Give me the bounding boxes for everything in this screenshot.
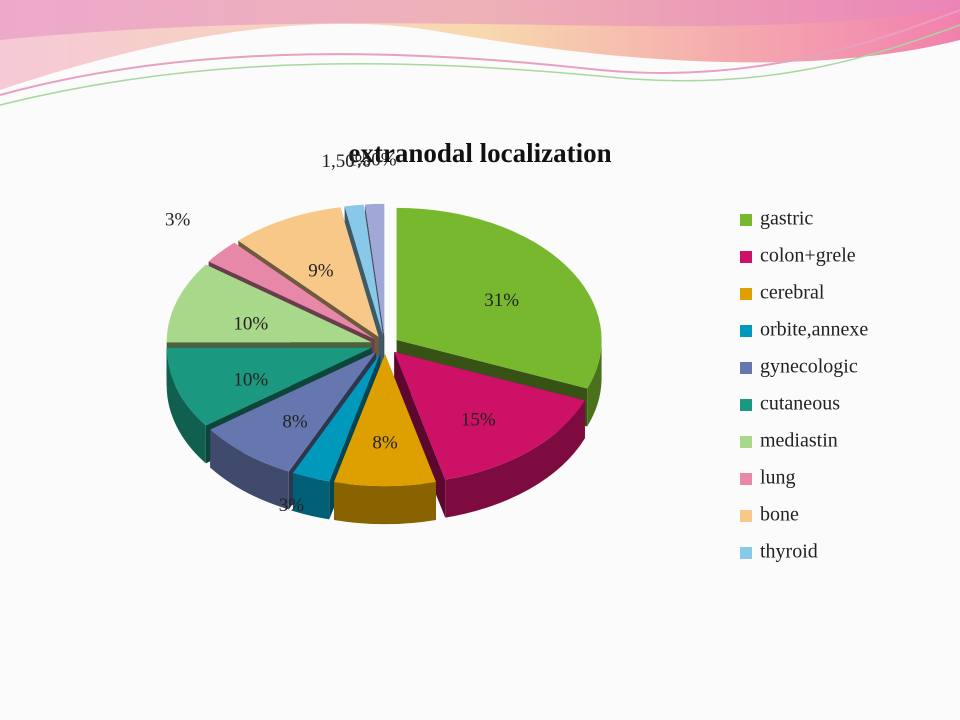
pie-slice: [208, 242, 375, 339]
pie-slice: [344, 204, 384, 336]
pie-slice: [166, 264, 372, 343]
legend-label: gastric: [760, 208, 813, 230]
legend-label: gynecologic: [760, 356, 858, 378]
pie-slice: [238, 207, 379, 337]
pie-slice: [292, 353, 381, 482]
pie-tops: [166, 203, 602, 487]
pie-slice: [365, 203, 385, 336]
pie-labels: 31% 15% 8% 3% 8% 10% 10% 3% 9% 1,50%1,50%: [165, 149, 519, 515]
pie-slice: [210, 352, 377, 472]
legend-swatch: [740, 473, 752, 485]
legend-label: mediastin: [760, 430, 838, 452]
legend-label: cerebral: [760, 282, 825, 304]
legend-label: orbite,annexe: [760, 319, 868, 341]
data-label: 8%: [372, 432, 398, 453]
legend-label: colon+grele: [760, 245, 856, 267]
data-label: 3%: [165, 210, 191, 231]
legend-swatch: [740, 436, 752, 448]
legend: gastric colon+grele cerebral orbite,annexe g…: [740, 208, 868, 563]
legend-swatch: [740, 510, 752, 522]
data-label: 15%: [461, 410, 496, 431]
pie-side: [334, 481, 436, 525]
legend-swatch: [740, 251, 752, 263]
data-label: 3%: [279, 495, 305, 516]
data-label: 1,50%: [322, 151, 371, 172]
data-label: 10%: [233, 313, 268, 334]
data-label: 8%: [282, 411, 308, 432]
pie-slice: [394, 351, 585, 480]
data-label: 10%: [233, 369, 268, 390]
pie-slice: [334, 354, 436, 487]
decoration: [0, 0, 960, 106]
legend-swatch: [740, 399, 752, 411]
pie-slice: [166, 347, 372, 426]
legend-label: cutaneous: [760, 393, 840, 415]
pie-side: [166, 347, 206, 464]
legend-swatch: [740, 214, 752, 226]
pie-side: [210, 429, 289, 510]
pie-side: [292, 472, 330, 520]
legend-swatch: [740, 288, 752, 300]
legend-swatch: [740, 362, 752, 374]
chart-title: extranodal localization: [348, 138, 611, 168]
legend-swatch: [740, 547, 752, 559]
pie-side: [445, 400, 585, 518]
legend-swatch: [740, 325, 752, 337]
data-label: 31%: [484, 290, 519, 311]
legend-label: lung: [760, 467, 796, 489]
data-label: 1,50%: [347, 149, 396, 170]
legend-label: thyroid: [760, 541, 818, 563]
legend-label: bone: [760, 504, 799, 526]
pie-side: [587, 339, 602, 427]
pie-slice: [396, 207, 602, 389]
data-label: 9%: [308, 260, 334, 281]
